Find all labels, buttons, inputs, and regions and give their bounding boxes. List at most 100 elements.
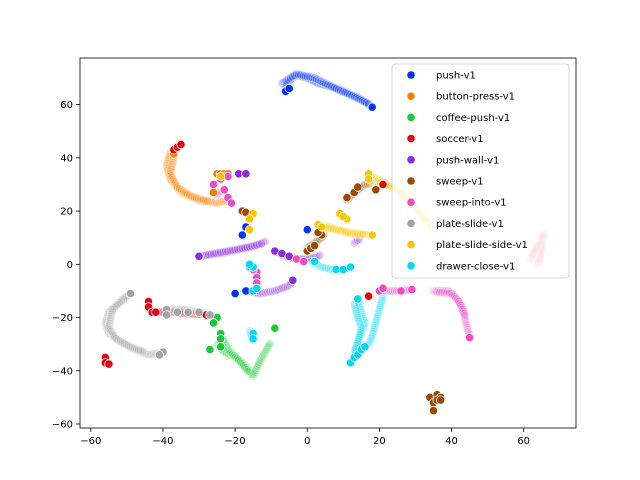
trail-point-sweep-into-v1	[437, 288, 447, 298]
point-sweep-into-v1	[219, 185, 229, 195]
point-sweep-v1	[436, 395, 446, 405]
trail-point-push-wall-v1	[233, 244, 242, 254]
trail-point-plate-slide-side-v1	[346, 229, 355, 239]
trail-point-push-wall-v1	[265, 287, 275, 297]
trail-point-plate-slide-side-v1	[358, 230, 368, 240]
point-soccer-v1	[363, 291, 374, 301]
trail-point-coffee-push-v1	[232, 354, 242, 364]
point-soccer-v1	[104, 359, 114, 369]
legend-marker	[406, 112, 416, 123]
point-push-v1	[237, 230, 247, 240]
trail-point-plate-slide-side-v1	[326, 224, 336, 234]
y-tick-label: −60	[52, 420, 73, 431]
point-sweep-into-v1	[407, 284, 417, 295]
point-push-v1	[284, 84, 294, 94]
trail-point-plate-slide-side-v1	[350, 229, 360, 239]
point-plate-slide-v1	[172, 307, 182, 317]
point-sweep-into-v1	[378, 283, 388, 293]
legend-box	[391, 63, 570, 279]
point-plate-slide-v1	[183, 307, 193, 317]
trail-point-push-wall-v1	[204, 250, 214, 259]
point-coffee-push-v1	[216, 342, 226, 352]
trail-point-button-press-v1	[208, 197, 218, 207]
x-tick-label: 60	[517, 436, 530, 447]
point-soccer-v1	[176, 139, 186, 150]
trail-point-plate-slide-v1	[106, 312, 116, 321]
point-soccer-v1	[151, 307, 161, 317]
point-plate-slide-side-v1	[244, 214, 255, 224]
plot-frame	[79, 57, 577, 429]
legend-marker	[406, 91, 416, 101]
point-plate-slide-v1	[205, 310, 215, 320]
legend-label: sweep-v1	[436, 177, 484, 188]
legend-label: plate-slide-side-v1	[436, 240, 528, 251]
x-tick-label: 40	[445, 436, 458, 447]
trail-point-push-wall-v1	[315, 250, 325, 260]
point-sweep-v1	[342, 193, 352, 203]
point-sweep-into-v1	[299, 256, 309, 267]
point-sweep-into-v1	[226, 198, 237, 208]
trail-point-plate-slide-side-v1	[348, 229, 358, 239]
trail-point-push-wall-v1	[221, 246, 230, 256]
trail-point-push-wall-v1	[257, 239, 267, 249]
legend-label: coffee-push-v1	[436, 113, 510, 124]
trail-point-button-press-v1	[203, 196, 213, 206]
legend-label: plate-slide-v1	[436, 219, 504, 230]
point-sweep-into-v1	[396, 286, 406, 296]
legend-label: drawer-close-v1	[436, 261, 515, 272]
legend: push-v1 button-press-v1 coffee-push-v1 socc…	[391, 63, 570, 279]
point-drawer-close-v1	[309, 256, 320, 267]
point-button-press-v1	[208, 187, 219, 197]
trail-point-push-v1	[345, 90, 355, 100]
legend-marker	[406, 176, 416, 186]
point-drawer-close-v1	[345, 262, 356, 272]
trail-layer	[100, 69, 549, 381]
trail-point-coffee-push-v1	[243, 367, 253, 376]
point-plate-slide-v1	[194, 307, 204, 317]
point-plate-slide-side-v1	[363, 174, 374, 184]
trail-point-push-wall-v1	[228, 245, 238, 255]
trail-point-sweep-into-v1	[429, 286, 438, 296]
y-axis: −60 −40 −20 0 20 40 60	[52, 100, 80, 431]
x-tick-label: 0	[304, 436, 310, 447]
point-coffee-push-v1	[208, 318, 219, 328]
legend-label: button-press-v1	[436, 92, 515, 103]
point-plate-slide-side-v1	[244, 225, 255, 235]
point-push-wall-v1	[241, 169, 251, 179]
x-axis: −60 −40 −20 0 20 40 60	[80, 428, 530, 447]
point-coffee-push-v1	[270, 323, 280, 333]
y-tick-label: −20	[52, 313, 73, 324]
point-plate-slide-side-v1	[216, 171, 226, 182]
point-sweep-v1	[309, 241, 320, 251]
point-plate-slide-side-v1	[367, 230, 377, 240]
point-push-wall-v1	[194, 251, 204, 261]
legend-marker	[406, 70, 416, 80]
trail-point-sweep-into-v1	[460, 311, 470, 320]
x-tick-label: −60	[80, 436, 101, 447]
legend-marker	[406, 155, 416, 165]
trail-point-coffee-push-v1	[265, 339, 275, 349]
point-drawer-close-v1	[244, 259, 255, 269]
point-sweep-v1	[353, 182, 363, 192]
trail-point-push-wall-v1	[258, 288, 268, 298]
legend-marker	[406, 134, 416, 144]
trail-point-plate-slide-side-v1	[353, 229, 363, 239]
x-tick-label: −40	[152, 436, 173, 447]
y-tick-label: 40	[60, 153, 73, 164]
point-coffee-push-v1	[205, 344, 215, 355]
legend-label: push-wall-v1	[436, 155, 499, 166]
legend-marker	[406, 218, 416, 228]
point-push-v1	[302, 225, 312, 235]
point-sweep-into-v1	[208, 179, 219, 189]
point-push-wall-v1	[288, 275, 298, 285]
trail-point-push-wall-v1	[211, 248, 221, 258]
y-tick-label: 0	[67, 260, 73, 271]
trail-point-push-wall-v1	[263, 287, 273, 297]
legend-marker	[406, 261, 416, 271]
point-plate-slide-side-v1	[338, 211, 348, 221]
trail-point-push-v1	[340, 88, 350, 98]
x-tick-label: −20	[225, 436, 246, 447]
y-tick-label: 60	[60, 100, 73, 111]
legend-label: soccer-v1	[436, 134, 484, 145]
